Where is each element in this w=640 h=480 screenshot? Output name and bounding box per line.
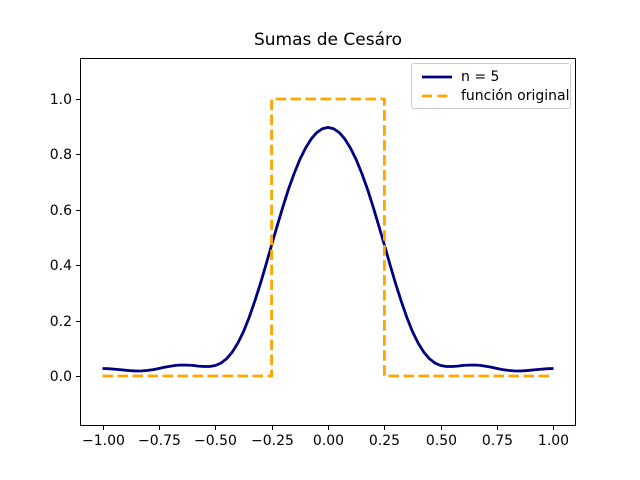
y-tick-label: 0.8 bbox=[50, 147, 72, 163]
x-tick-label: −0.50 bbox=[194, 433, 237, 449]
x-tick-label: −0.25 bbox=[251, 433, 294, 449]
chart-title: Sumas de Cesáro bbox=[253, 30, 403, 50]
legend-item-original: función original bbox=[421, 86, 569, 105]
y-tick-label: 0.0 bbox=[50, 369, 72, 385]
y-tick-label: 0.4 bbox=[50, 258, 72, 274]
x-tick-label: −0.75 bbox=[138, 433, 181, 449]
x-tick-label: 0.50 bbox=[426, 433, 457, 449]
y-tick-label: 0.6 bbox=[50, 203, 72, 219]
legend-label-n5: n = 5 bbox=[461, 68, 500, 85]
legend-item-n5: n = 5 bbox=[421, 67, 562, 86]
series-line-1 bbox=[102, 97, 554, 378]
x-tick-label: 1.00 bbox=[538, 433, 569, 449]
legend-line-sample-solid bbox=[422, 75, 452, 78]
y-tick-label: 0.2 bbox=[50, 314, 72, 330]
x-tick-label: 0.00 bbox=[313, 433, 344, 449]
series-line-0 bbox=[102, 126, 554, 373]
legend: n = 5 función original bbox=[411, 63, 571, 109]
x-tick-label: −1.00 bbox=[82, 433, 125, 449]
x-tick-label: 0.75 bbox=[482, 433, 513, 449]
y-tick-label: 1.0 bbox=[50, 92, 72, 108]
legend-label-original: función original bbox=[461, 87, 570, 104]
legend-line-sample-dashed bbox=[422, 94, 452, 97]
x-tick-label: 0.25 bbox=[369, 433, 400, 449]
axes-frame bbox=[80, 58, 576, 426]
